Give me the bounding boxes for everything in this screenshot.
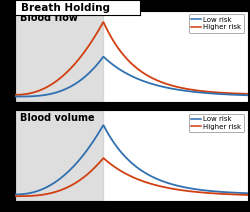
Bar: [15, 110, 103, 201]
Text: Blood volume: Blood volume: [20, 113, 94, 123]
Bar: [15, 11, 103, 102]
Legend: Low risk, Higher risk: Low risk, Higher risk: [188, 14, 244, 33]
Legend: Low risk, Higher risk: Low risk, Higher risk: [188, 114, 244, 132]
Text: Breath Holding: Breath Holding: [21, 3, 110, 13]
Text: Blood flow: Blood flow: [20, 13, 78, 23]
